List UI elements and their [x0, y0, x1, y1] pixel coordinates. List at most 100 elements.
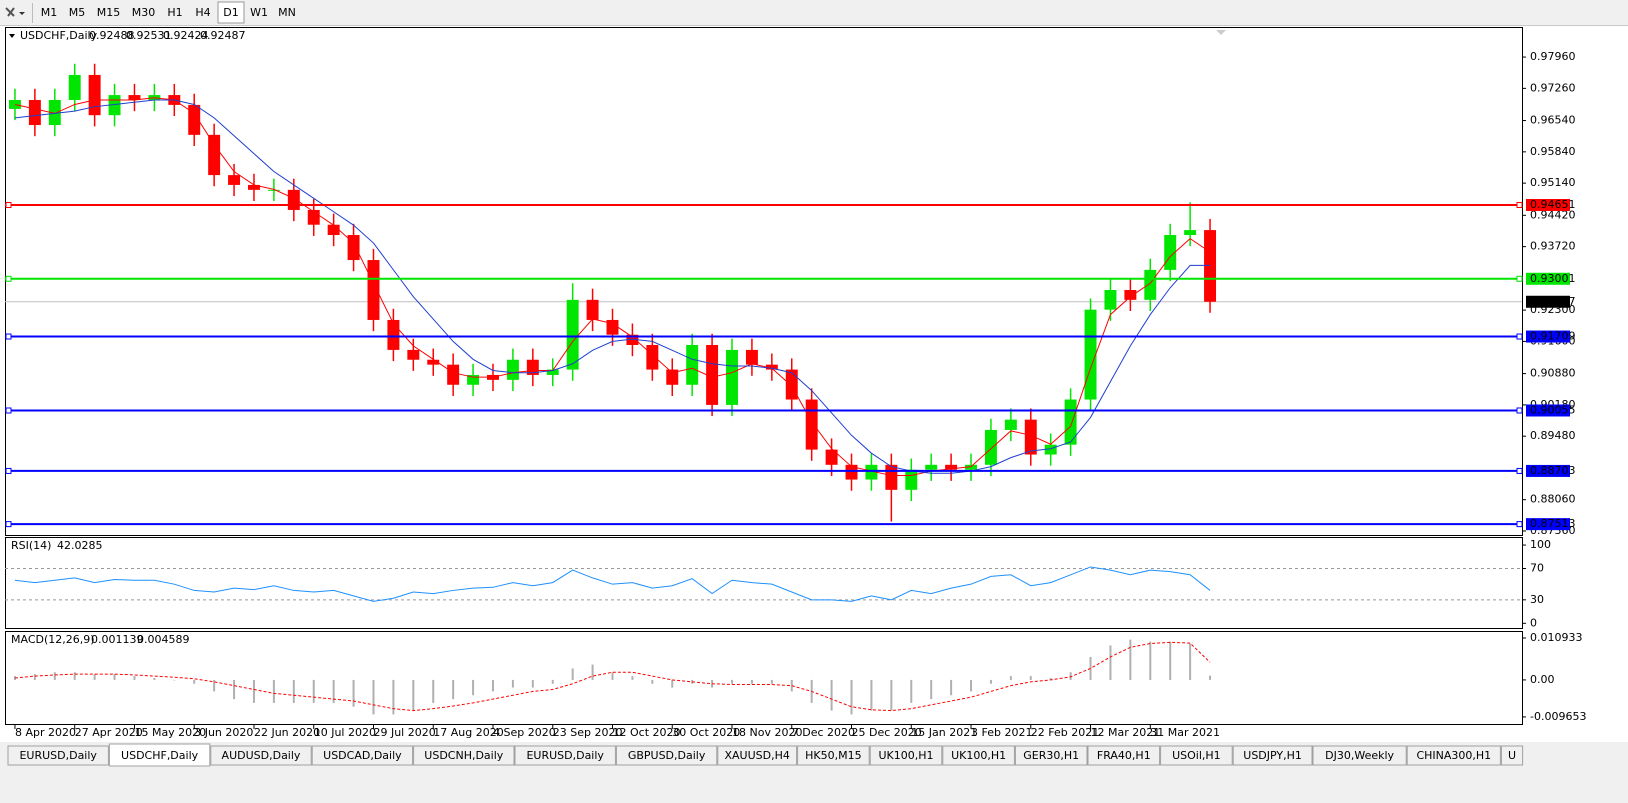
- chart-tab[interactable]: CHINA300,H1: [1406, 745, 1501, 766]
- macd-bar: [153, 678, 156, 680]
- macd-bar: [93, 674, 96, 680]
- tab-label: CHINA300,H1: [1416, 749, 1491, 762]
- macd-bar: [1049, 678, 1052, 680]
- timeframe-button[interactable]: H4: [190, 2, 216, 23]
- chart-tab[interactable]: GBPUSD,Daily: [615, 745, 718, 766]
- chart-tab[interactable]: U: [1500, 745, 1524, 766]
- level-handle: [1516, 202, 1523, 209]
- candle-body: [646, 344, 659, 370]
- chart-tab[interactable]: FRA40,H1: [1087, 745, 1161, 766]
- candle-body: [427, 359, 440, 365]
- y-tick-label: 0.94420: [1530, 208, 1576, 221]
- macd-bar: [332, 679, 335, 703]
- rsi-line: [14, 566, 1211, 602]
- candle-body: [745, 349, 758, 365]
- chart-tab[interactable]: GER30,H1: [1014, 745, 1088, 766]
- x-tick-label: 29 Jul 2020: [373, 726, 435, 739]
- candle-body: [267, 189, 280, 191]
- candle-body: [8, 99, 21, 109]
- timeframe-button[interactable]: H1: [162, 2, 188, 23]
- macd-bar: [472, 679, 475, 696]
- tab-label: GBPUSD,Daily: [628, 749, 706, 762]
- candle-body: [188, 104, 201, 135]
- tab-label: USOil,H1: [1172, 749, 1221, 762]
- level-tag: [1526, 272, 1570, 285]
- y-tick-label: -0.009653: [1530, 710, 1586, 723]
- macd-bar: [1129, 639, 1132, 680]
- y-tick-label: 0.010933: [1530, 631, 1583, 644]
- candle-body: [765, 364, 778, 370]
- tab-frame: [1014, 745, 1088, 766]
- tab-frame: [7, 745, 109, 766]
- timeframe-button[interactable]: MN: [274, 2, 300, 23]
- macd-bar: [890, 679, 893, 711]
- candle-body: [865, 464, 878, 480]
- timeframe-button[interactable]: M15: [92, 2, 125, 23]
- level-handle: [5, 467, 12, 474]
- chart-tab[interactable]: USOil,H1: [1160, 745, 1233, 766]
- x-tick-label: 17 Aug 2020: [433, 726, 503, 739]
- tab-frame: [717, 745, 798, 766]
- chart-tab[interactable]: XAUUSD,H4: [717, 745, 798, 766]
- chart-tab[interactable]: UK100,H1: [869, 745, 943, 766]
- macd-bar: [1109, 645, 1112, 680]
- x-tick-label: 27 Apr 2020: [75, 726, 143, 739]
- candle-body: [626, 334, 639, 345]
- chart-tab[interactable]: DJ30,Weekly: [1312, 745, 1407, 766]
- macd-bar: [252, 679, 255, 703]
- level-tag-label: 0.87513: [1530, 517, 1576, 530]
- dropdown-arrow: [19, 12, 25, 15]
- x-tick-label: 31 Mar 2021: [1150, 726, 1220, 739]
- collapse-arrow: [9, 34, 15, 38]
- timeframe-button[interactable]: M5: [64, 2, 90, 23]
- button-label: H4: [195, 6, 210, 19]
- macd-bar: [392, 679, 395, 715]
- tab-label: UK100,H1: [878, 749, 933, 762]
- y-tick-label: 0.88060: [1530, 493, 1576, 506]
- macd-bar: [491, 679, 494, 692]
- shift-marker: [1216, 30, 1226, 35]
- macd-bar: [352, 679, 355, 707]
- candle-body: [228, 175, 241, 185]
- macd-bar: [1189, 643, 1192, 680]
- y-tick-label: 30: [1530, 593, 1544, 606]
- chart-tab[interactable]: EURUSD,Daily: [514, 745, 616, 766]
- candle-body: [248, 184, 260, 190]
- candle-body: [1204, 230, 1217, 302]
- x-tick-label: 12 Oct 2020: [613, 726, 681, 739]
- chart-tab[interactable]: EURUSD,Daily: [7, 745, 109, 766]
- chart-tab[interactable]: AUDUSD,Daily: [210, 745, 312, 766]
- x-tick-label: 10 Jul 2020: [314, 726, 376, 739]
- y-tick-label: 0: [1530, 616, 1537, 629]
- tab-label: FRA40,H1: [1097, 749, 1151, 762]
- tab-frame: [615, 745, 718, 766]
- macd-bar: [1209, 675, 1212, 680]
- y-tick-label: 0.93720: [1530, 240, 1576, 253]
- timeframe-button[interactable]: M1: [36, 2, 62, 23]
- candle-body: [945, 464, 958, 470]
- chart-tab[interactable]: USDJPY,H1: [1232, 745, 1313, 766]
- chart-tab[interactable]: USDCHF,Daily: [108, 743, 211, 767]
- moving-average: [14, 97, 1211, 477]
- chart-tab[interactable]: USDCAD,Daily: [311, 745, 414, 766]
- timeframe-button[interactable]: M30: [127, 2, 160, 23]
- macd-bar: [213, 679, 216, 692]
- timeframe-button[interactable]: W1: [246, 2, 272, 23]
- macd-bar: [950, 679, 953, 696]
- chart-tab[interactable]: USDCNH,Daily: [413, 745, 515, 766]
- candle-body: [48, 99, 61, 126]
- macd-bar: [671, 679, 674, 688]
- toolbar: [0, 0, 1628, 26]
- indicator-value: 0.001139: [91, 633, 144, 646]
- chart-tab[interactable]: UK100,H1: [942, 745, 1015, 766]
- macd-bar: [531, 679, 534, 688]
- level-tag-label: 0.91709: [1530, 330, 1576, 343]
- tab-label: USDCHF,Daily: [121, 749, 199, 762]
- symbol-title: USDCHF,Daily: [20, 29, 98, 42]
- tool-icon[interactable]: [5, 7, 25, 17]
- timeframe-button[interactable]: D1: [217, 1, 245, 24]
- candle-body: [785, 369, 798, 400]
- macd-bar: [930, 679, 933, 700]
- chart-tab[interactable]: HK50,M15: [797, 745, 870, 766]
- level-handle: [5, 521, 12, 528]
